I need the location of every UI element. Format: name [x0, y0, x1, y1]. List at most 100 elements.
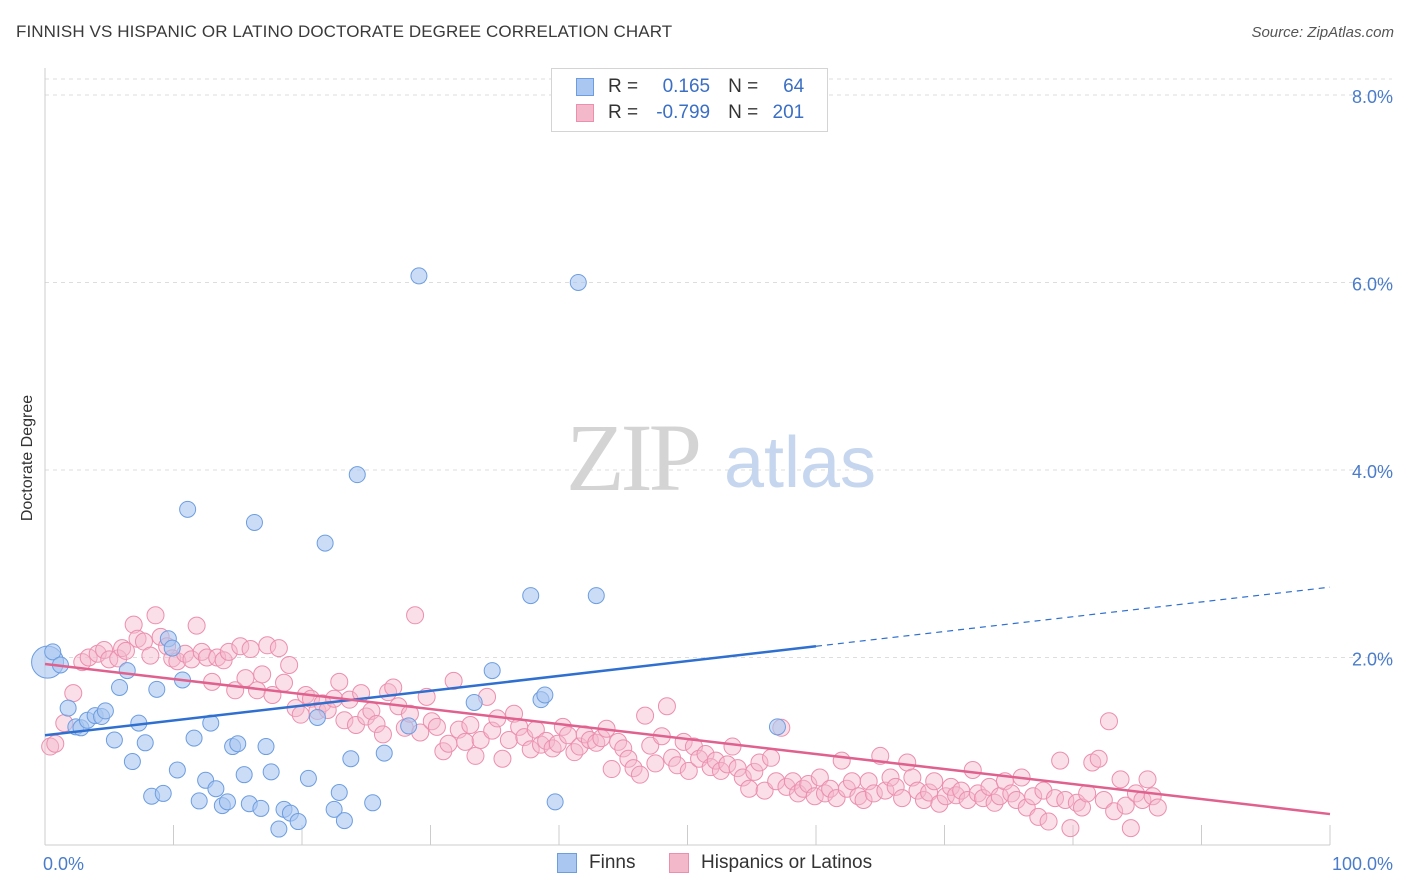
- data-point-finns: [522, 587, 540, 605]
- data-point-finns: [308, 708, 326, 726]
- data-point-finns: [483, 662, 501, 680]
- data-point-hispanics: [1061, 819, 1080, 838]
- data-point-hispanics: [456, 732, 475, 751]
- data-point-hispanics: [269, 639, 288, 658]
- finns-points: [31, 267, 786, 838]
- data-point-hispanics: [602, 760, 621, 779]
- data-point-hispanics: [499, 730, 518, 749]
- data-point-finns: [569, 273, 587, 291]
- data-point-hispanics: [187, 616, 206, 635]
- data-point-hispanics: [920, 783, 939, 802]
- data-point-hispanics: [521, 740, 540, 759]
- data-point-hispanics: [733, 768, 752, 787]
- data-point-hispanics: [859, 772, 878, 791]
- data-point-finns: [111, 678, 129, 696]
- data-point-finns: [257, 738, 275, 756]
- data-point-finns: [136, 734, 154, 752]
- data-point-hispanics: [657, 697, 676, 716]
- data-point-hispanics: [783, 772, 802, 791]
- data-point-hispanics: [636, 706, 655, 725]
- data-point-hispanics: [241, 640, 260, 659]
- data-point-hispanics: [1105, 802, 1124, 821]
- data-point-hispanics: [141, 646, 160, 665]
- data-point-hispanics: [1056, 790, 1075, 809]
- data-point-hispanics: [124, 615, 143, 634]
- legend-n-value-finns: 64: [783, 76, 805, 97]
- data-point-hispanics: [461, 715, 480, 734]
- data-point-finns: [364, 794, 382, 812]
- y-tick-label: 6.0%: [1352, 274, 1393, 294]
- data-point-hispanics: [291, 705, 310, 724]
- data-point-finns: [270, 820, 288, 838]
- data-point-finns: [348, 466, 366, 484]
- data-point-hispanics: [422, 712, 441, 731]
- legend-row-finns: R = 0.165 N = 64: [576, 75, 804, 99]
- data-point-hispanics: [886, 777, 905, 796]
- data-point-finns: [325, 800, 343, 818]
- data-point-finns: [262, 763, 280, 781]
- legend-n-value-hispanics: 201: [772, 102, 805, 123]
- data-point-finns: [252, 799, 270, 817]
- data-point-hispanics: [1024, 787, 1043, 806]
- data-point-hispanics: [881, 768, 900, 787]
- data-point-hispanics: [335, 711, 354, 730]
- data-point-finns: [299, 769, 317, 787]
- data-point-hispanics: [810, 768, 829, 787]
- data-point-hispanics: [706, 751, 725, 770]
- data-point-hispanics: [79, 648, 98, 667]
- data-point-hispanics: [231, 637, 250, 656]
- data-point-finns: [289, 813, 307, 831]
- legend-swatch-hispanics: [669, 853, 689, 873]
- x-tick-label: 100.0%: [1332, 854, 1393, 874]
- data-point-finns: [185, 729, 203, 747]
- watermark-zip: ZIP: [566, 404, 699, 511]
- data-point-hispanics: [925, 772, 944, 791]
- data-point-hispanics: [679, 761, 698, 780]
- watermark: ZIP atlas: [566, 404, 876, 511]
- trend-line-finns: [44, 644, 817, 737]
- data-point-hispanics: [253, 665, 272, 684]
- data-point-hispanics: [439, 734, 458, 753]
- data-point-hispanics: [864, 784, 883, 803]
- data-point-hispanics: [1099, 712, 1118, 731]
- data-point-finns: [123, 753, 141, 771]
- watermark-atlas: atlas: [724, 423, 876, 503]
- data-point-hispanics: [444, 671, 463, 690]
- data-point-hispanics: [553, 717, 572, 736]
- data-point-hispanics: [624, 759, 643, 778]
- data-point-finns: [96, 702, 114, 720]
- data-point-finns: [316, 534, 334, 552]
- data-point-finns: [245, 513, 263, 531]
- data-point-hispanics: [728, 759, 747, 778]
- data-point-finns: [536, 686, 554, 704]
- data-point-hispanics: [963, 760, 982, 779]
- data-point-finns: [190, 792, 208, 810]
- legend-swatch-finns: [557, 853, 577, 873]
- legend-swatch-hispanics: [576, 104, 594, 122]
- data-point-finns: [546, 793, 564, 811]
- legend-n-label: N =: [728, 76, 759, 97]
- source-label: Source: ZipAtlas.com: [1251, 24, 1394, 41]
- data-point-hispanics: [1007, 790, 1026, 809]
- data-point-finns: [330, 783, 348, 801]
- trend-line-hispanics: [44, 662, 1331, 816]
- data-point-hispanics: [41, 737, 60, 756]
- data-point-hispanics: [958, 790, 977, 809]
- data-point-hispanics: [427, 717, 446, 736]
- legend-swatch-finns: [576, 78, 594, 96]
- data-point-hispanics: [827, 789, 846, 808]
- data-point-hispanics: [146, 606, 165, 625]
- data-point-hispanics: [357, 707, 376, 726]
- data-point-finns: [105, 731, 123, 749]
- data-point-hispanics: [805, 787, 824, 806]
- data-point-hispanics: [46, 734, 65, 753]
- data-point-finns: [218, 793, 236, 811]
- data-point-hispanics: [219, 642, 238, 661]
- correlation-legend: R = 0.165 N = 64 R = -0.799 N = 201: [551, 68, 828, 132]
- data-point-hispanics: [740, 779, 759, 798]
- data-point-finns: [587, 587, 605, 605]
- series-legend: Finns Hispanics or Latinos: [0, 852, 1406, 876]
- data-point-finns: [59, 699, 77, 717]
- data-point-hispanics: [854, 790, 873, 809]
- data-point-hispanics: [330, 672, 349, 691]
